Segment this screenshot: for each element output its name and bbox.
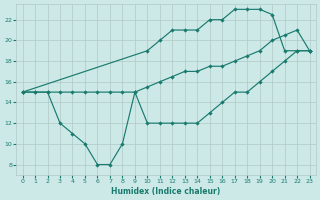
X-axis label: Humidex (Indice chaleur): Humidex (Indice chaleur) <box>111 187 221 196</box>
